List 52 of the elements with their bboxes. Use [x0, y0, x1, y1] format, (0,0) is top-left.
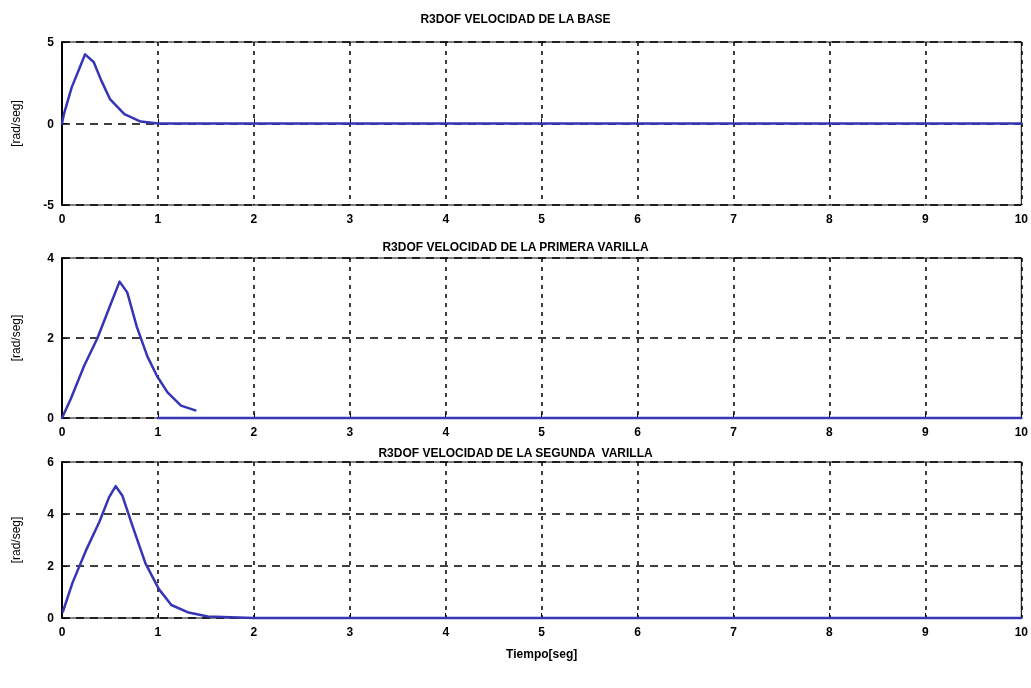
y-tick-label: 2: [47, 331, 55, 345]
y-tick-label: 4: [47, 507, 55, 521]
y-tick-label: 6: [47, 455, 55, 469]
x-tick-label: 9: [922, 625, 930, 639]
x-tick-label: 4: [442, 425, 450, 439]
x-tick-label: 7: [730, 425, 738, 439]
x-tick-label: 10: [1014, 212, 1029, 226]
x-tick-label: 6: [634, 425, 642, 439]
y-tick-label: 0: [47, 411, 55, 425]
y-axis-title: [rad/seg]: [9, 516, 23, 564]
y-tick-label: -5: [43, 198, 55, 212]
x-tick-label: 9: [922, 212, 930, 226]
x-tick-label: 0: [58, 212, 66, 226]
y-tick-label: 5: [47, 35, 55, 49]
y-tick-label: 2: [47, 559, 55, 573]
x-tick-label: 5: [538, 625, 546, 639]
x-tick-label: 7: [730, 625, 738, 639]
line-series: [60, 280, 197, 420]
x-tick-label: 4: [442, 625, 450, 639]
chart-title: R3DOF VELOCIDAD DE LA BASE: [420, 12, 611, 26]
x-tick-label: 8: [826, 425, 834, 439]
x-tick-label: 1: [154, 625, 162, 639]
x-tick-label: 6: [634, 625, 642, 639]
x-tick-label: 10: [1014, 425, 1029, 439]
x-tick-label: 7: [730, 212, 738, 226]
x-tick-label: 3: [346, 212, 354, 226]
x-tick-label: 9: [922, 425, 930, 439]
x-tick-label: 2: [250, 425, 258, 439]
x-tick-label: 10: [1014, 625, 1029, 639]
x-tick-label: 5: [538, 212, 546, 226]
x-tick-label: 8: [826, 212, 834, 226]
y-axis-title: [rad/seg]: [9, 100, 23, 147]
x-axis-title: Tiempo[seg]: [506, 647, 578, 661]
x-tick-label: 0: [58, 425, 66, 439]
line-series: [60, 53, 1023, 125]
y-tick-label: 4: [47, 251, 55, 265]
x-tick-label: 1: [154, 212, 162, 226]
x-tick-label: 0: [58, 625, 66, 639]
y-tick-label: 0: [47, 611, 55, 625]
x-tick-label: 4: [442, 212, 450, 226]
chart-title: R3DOF VELOCIDAD DE LA SEGUNDA VARILLA: [378, 446, 653, 460]
y-tick-label: 0: [47, 116, 55, 131]
y-axis-title: [rad/seg]: [9, 314, 23, 362]
x-tick-label: 2: [250, 625, 258, 639]
x-tick-label: 2: [250, 212, 258, 226]
x-tick-label: 1: [154, 425, 162, 439]
x-tick-label: 3: [346, 425, 354, 439]
chart-title: R3DOF VELOCIDAD DE LA PRIMERA VARILLA: [382, 240, 649, 254]
x-tick-label: 6: [634, 212, 642, 226]
x-tick-label: 8: [826, 625, 834, 639]
x-tick-label: 3: [346, 625, 354, 639]
x-tick-label: 5: [538, 425, 546, 439]
